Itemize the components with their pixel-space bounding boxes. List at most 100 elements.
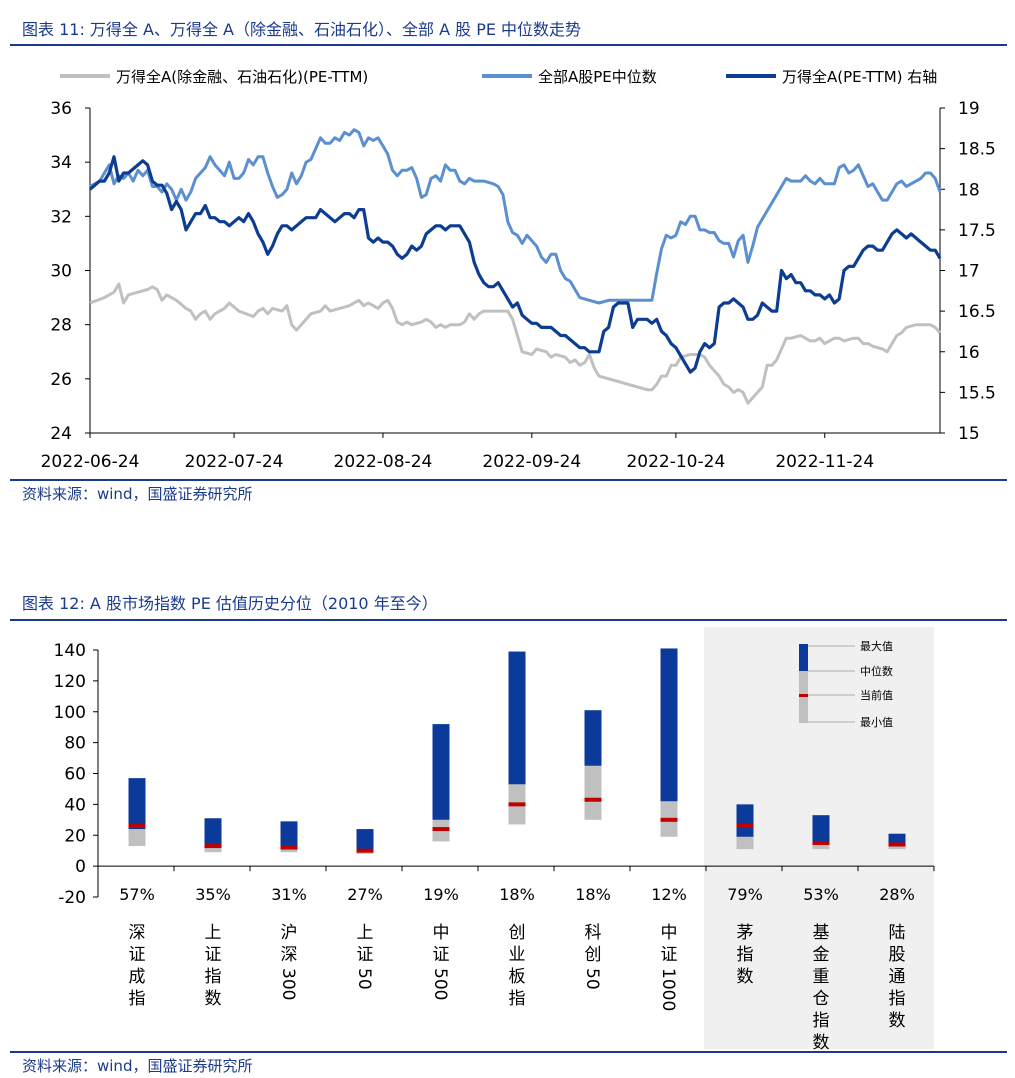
percentile-label: 53% [803,885,839,904]
bar-upper-range [736,804,754,837]
category-label-char: 业 [509,945,526,965]
current-value-marker [660,817,678,822]
current-value-marker [888,842,906,847]
category-label-char: 中 [661,923,678,943]
bar-group: 19% 中证 500 [423,724,459,1000]
legend-label-max: 最大值 [860,639,893,653]
category-label-char: 数 [889,1011,906,1031]
category-label-char: 数 [813,1033,830,1051]
y-tick-label: -20 [58,888,86,908]
left-y-tick-label: 30 [50,262,72,282]
bar-upper-range [356,829,374,851]
x-tick-label: 2022-09-24 [482,452,581,472]
figure1-source: 资料来源：wind，国盛证券研究所 [22,485,253,503]
percentile-label: 57% [119,885,155,904]
category-label-char: 指 [129,989,146,1009]
right-y-tick-label: 16 [958,343,980,363]
left-y-tick-label: 34 [50,153,72,173]
category-label-char: 中 [433,923,450,943]
x-tick-label: 2022-10-24 [626,452,725,472]
bar-upper-range [888,833,906,843]
category-label-char: 板 [509,967,526,987]
chart1-axes: 24 26 28 30 32 34 36 15 15.5 16 16.5 17 17.5 18 18.5 19… [41,99,996,472]
y-tick-label: 140 [54,641,86,661]
category-label-char: 证 [661,945,678,965]
category-label-char: 科 [585,923,602,943]
figure2-top-rule [10,619,1007,621]
legend-label-median: 全部A股PE中位数 [538,68,657,86]
x-tick-label: 2022-07-24 [185,452,284,472]
bar-upper-range [584,710,602,766]
category-label-char: 茅 [737,923,754,943]
left-y-tick-label: 26 [50,370,72,390]
bar-upper-range [128,778,146,830]
right-y-tick-label: 19 [958,99,980,119]
y-tick-label: 40 [64,795,86,815]
category-label-char: 重 [813,967,830,987]
percentile-label: 19% [423,885,459,904]
category-label-char: 数 [737,967,754,987]
bar-lower-range [812,842,830,850]
right-y-tick-label: 17.5 [958,221,996,241]
y-tick-label: 0 [75,857,86,877]
category-label-char: 证 [205,945,222,965]
category-label-char: 股 [889,945,906,965]
category-label-char: 数 [205,989,222,1009]
current-value-marker [128,823,146,828]
right-y-tick-label: 17 [958,262,980,282]
bar-upper-range [508,651,526,785]
right-y-tick-label: 15 [958,424,980,444]
category-label-char: 指 [813,1011,830,1031]
bar-lower-range [736,836,754,850]
current-value-marker [736,823,754,828]
category-label-digits: 1000 [658,968,678,1011]
chart2-axes: -20 0 20 40 60 80 100 120 140 [54,641,935,908]
figure1-top-rule [10,44,1007,46]
bar-upper-range [432,724,450,820]
legend-swatch-max [799,644,808,671]
pe-trend-line-chart: 万得全A(除金融、石油石化)(PE-TTM) 全部A股PE中位数 万得全A(PE… [41,68,996,472]
category-label-char: 证 [129,945,146,965]
percentile-label: 28% [879,885,915,904]
bar-upper-range [660,648,678,802]
category-label-digits: 300 [278,968,298,1000]
bar-group: 12% 中证 1000 [651,648,687,1011]
category-label-digits: 500 [430,968,450,1000]
percentile-label: 18% [499,885,535,904]
category-label-digits: 50 [354,968,374,990]
bar-group: 27% 上证 50 [347,829,383,990]
figure1-bottom-rule [10,479,1007,481]
figure2-source: 资料来源：wind，国盛证券研究所 [22,1057,253,1075]
right-y-tick-label: 16.5 [958,302,996,322]
left-y-tick-label: 36 [50,99,72,119]
category-label-char: 证 [433,945,450,965]
right-y-tick-label: 18 [958,180,980,200]
category-label-char: 创 [585,945,602,965]
category-label-char: 指 [889,989,906,1009]
y-tick-label: 20 [64,826,86,846]
current-value-marker [812,840,830,845]
chart2-bars: 57%深证成指35%上证指数31%沪深30027%上证5019%中证50018%… [119,648,915,1051]
category-label-char: 指 [205,967,222,987]
bar-group: 18% 科创 50 [575,710,611,990]
y-tick-label: 60 [64,765,86,785]
x-tick-label: 2022-11-24 [775,452,874,472]
x-tick-label: 2022-08-24 [334,452,433,472]
category-label-char: 通 [889,967,906,987]
category-label-digits: 50 [582,968,602,990]
current-value-marker [204,844,222,849]
current-value-marker [432,827,450,832]
current-value-marker [280,845,298,850]
legend-label-wind-all-a: 万得全A(PE-TTM) 右轴 [782,68,937,86]
current-value-marker [584,797,602,802]
current-value-marker [508,802,526,807]
y-tick-label: 100 [54,703,86,723]
percentile-label: 79% [727,885,763,904]
category-label-char: 沪 [281,923,298,943]
y-tick-label: 80 [64,734,86,754]
bar-group: 31% 沪深 300 [271,821,307,1000]
x-tick-label: 2022-06-24 [41,452,140,472]
